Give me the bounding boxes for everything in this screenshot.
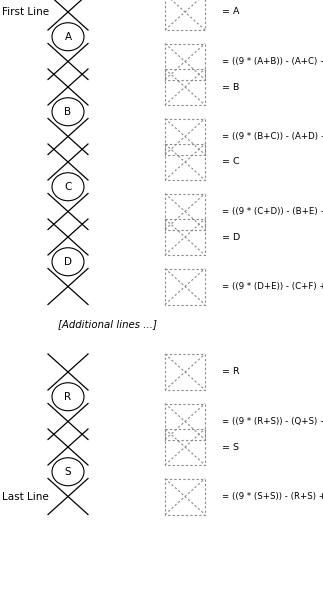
Text: S: S (65, 467, 71, 477)
Text: First Line: First Line (2, 7, 49, 17)
Ellipse shape (52, 383, 84, 411)
Bar (165, 219, 205, 255)
Text: = A: = A (222, 7, 239, 16)
Bar (165, 429, 205, 465)
Text: [Additional lines ...]: [Additional lines ...] (58, 319, 157, 329)
Text: = ((9 * (D+E)) - (C+F) + 8) >> 4: = ((9 * (D+E)) - (C+F) + 8) >> 4 (222, 282, 323, 291)
Text: A: A (64, 32, 72, 42)
Ellipse shape (52, 248, 84, 276)
Text: B: B (64, 107, 72, 117)
Bar (165, 144, 205, 180)
Bar (165, 43, 205, 79)
Text: = C: = C (222, 158, 240, 167)
Text: R: R (64, 392, 72, 402)
Ellipse shape (52, 458, 84, 486)
Bar (165, 354, 205, 390)
Text: = B: = B (222, 82, 239, 92)
Text: = ((9 * (A+B)) - (A+C) + 8) >> 4: = ((9 * (A+B)) - (A+C) + 8) >> 4 (222, 57, 323, 66)
Ellipse shape (52, 98, 84, 126)
Text: = D: = D (222, 232, 240, 241)
Text: C: C (64, 182, 72, 192)
Text: = R: = R (222, 367, 240, 376)
Bar (165, 0, 205, 30)
Bar (165, 69, 205, 105)
Text: D: D (64, 256, 72, 267)
Bar (165, 119, 205, 155)
Text: Last Line: Last Line (2, 491, 49, 501)
Text: = ((9 * (C+D)) - (B+E) + 8) >> 4: = ((9 * (C+D)) - (B+E) + 8) >> 4 (222, 207, 323, 216)
Bar (165, 479, 205, 515)
Bar (165, 193, 205, 229)
Text: = ((9 * (B+C)) - (A+D) + 8) >> 4: = ((9 * (B+C)) - (A+D) + 8) >> 4 (222, 132, 323, 141)
Text: = ((9 * (S+S)) - (R+S) + 8) >> 4: = ((9 * (S+S)) - (R+S) + 8) >> 4 (222, 492, 323, 501)
Text: = ((9 * (R+S)) - (Q+S) + 8) >> 4: = ((9 * (R+S)) - (Q+S) + 8) >> 4 (222, 417, 323, 426)
Bar (165, 403, 205, 439)
Text: = S: = S (222, 442, 239, 452)
Ellipse shape (52, 173, 84, 200)
Bar (165, 268, 205, 305)
Ellipse shape (52, 23, 84, 51)
